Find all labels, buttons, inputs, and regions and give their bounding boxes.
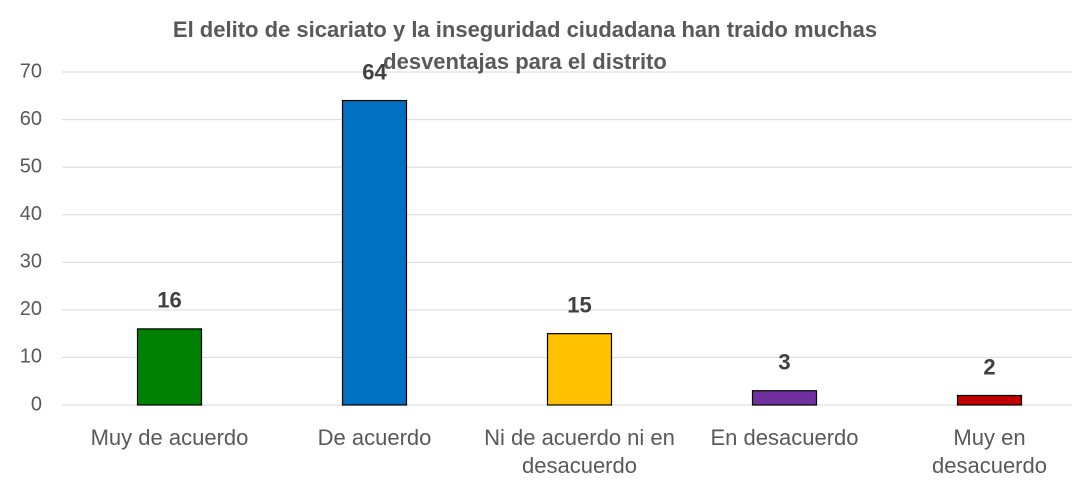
y-tick-label: 20 [20,298,42,320]
x-tick-label: De acuerdo [317,425,432,450]
data-label: 3 [778,350,790,375]
x-tick-label: En desacuerdo [710,425,859,450]
y-tick-label: 50 [20,155,42,177]
y-tick-label: 0 [31,393,42,415]
x-tick-label: Ni de acuerdo ni en desacuerdo [484,425,675,478]
y-tick-label: 70 [20,60,42,82]
y-tick-label: 60 [20,108,42,130]
y-tick-label: 30 [20,251,42,273]
bar [751,390,818,406]
y-tick-label: 10 [20,346,42,368]
bar [136,328,203,406]
bar [546,333,613,406]
x-tick-label: Muy en desacuerdo [932,425,1047,478]
data-label: 15 [567,292,591,317]
bar [341,99,408,406]
data-label: 64 [362,59,387,84]
data-label: 16 [157,288,181,313]
bar [956,394,1023,406]
data-label: 2 [983,354,995,379]
x-tick-label: Muy de acuerdo [90,425,249,450]
y-tick-label: 40 [20,203,42,225]
chart-title: El delito de sicariato y la inseguridad … [172,17,878,74]
